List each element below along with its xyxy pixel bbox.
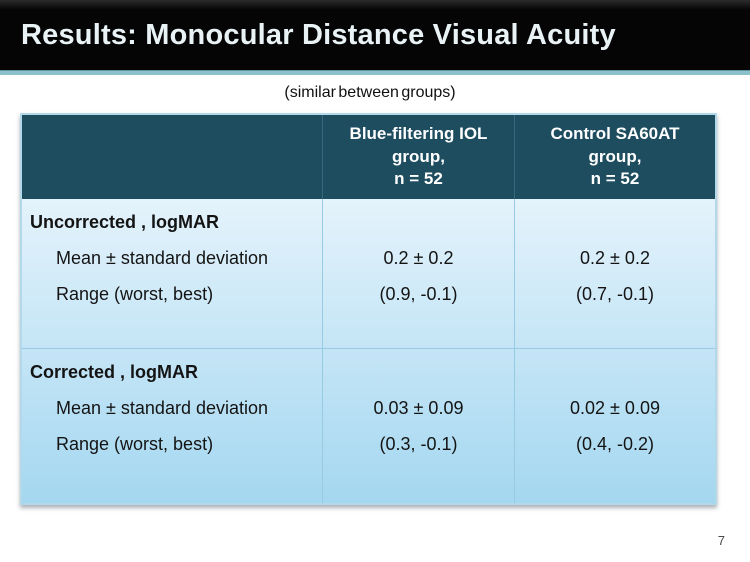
slide-title: Results: Monocular Distance Visual Acuit…	[21, 18, 616, 51]
value-uncorrected-range-blue: (0.9, -0.1)	[379, 284, 458, 304]
title-accent-rule	[0, 70, 750, 75]
value-uncorrected-mean-blue: 0.2 ± 0.2	[383, 248, 454, 268]
value-corrected-mean-control: 0.02 ± 0.09	[570, 398, 660, 418]
value-uncorrected-range-control: (0.7, -0.1)	[575, 284, 655, 304]
spacer	[515, 204, 715, 240]
value-corrected-mean-blue: 0.03 ± 0.09	[373, 398, 464, 418]
page-number: 7	[717, 533, 725, 548]
section-corrected-blue-values: 0.03 ± 0.09 (0.3, -0.1)	[322, 348, 515, 503]
spacer	[323, 354, 514, 390]
slide-subtitle: (similar between groups)	[284, 84, 456, 101]
row-label-mean: Mean ± standard deviation	[56, 398, 269, 418]
section-corrected-labels: Corrected , logMAR Mean ± standard devia…	[22, 348, 322, 503]
table-header-blue-filtering-group: Blue-filtering IOL group, n = 52	[322, 115, 515, 199]
spacer	[515, 354, 715, 390]
section-uncorrected-blue-values: 0.2 ± 0.2 (0.9, -0.1)	[322, 199, 515, 348]
row-label-mean: Mean ± standard deviation	[56, 248, 269, 268]
table-header-empty-cell	[22, 115, 322, 199]
row-label-range: Range (worst, best)	[56, 434, 214, 454]
row-label-range: Range (worst, best)	[56, 284, 214, 304]
value-uncorrected-mean-control: 0.2 ± 0.2	[580, 248, 650, 268]
section-corrected-control-values: 0.02 ± 0.09 (0.4, -0.2)	[515, 348, 715, 503]
title-bar: Results: Monocular Distance Visual Acuit…	[0, 0, 750, 70]
value-corrected-range-control: (0.4, -0.2)	[575, 434, 655, 454]
section-uncorrected-labels: Uncorrected , logMAR Mean ± standard dev…	[22, 199, 322, 348]
section-title-uncorrected: Uncorrected , logMAR	[30, 212, 220, 232]
value-corrected-range-blue: (0.3, -0.1)	[379, 434, 458, 454]
section-uncorrected-control-values: 0.2 ± 0.2 (0.7, -0.1)	[515, 199, 715, 348]
section-title-corrected: Corrected , logMAR	[30, 362, 199, 382]
spacer	[323, 204, 514, 240]
visual-acuity-table: Blue-filtering IOL group, n = 52 Control…	[20, 113, 717, 505]
table-header-control-group: Control SA60AT group, n = 52	[515, 115, 715, 199]
